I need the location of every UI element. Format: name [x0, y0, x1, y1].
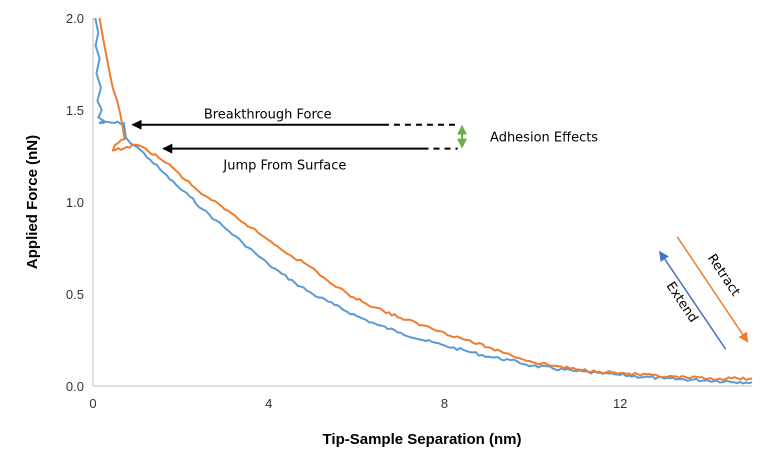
y-tick-label: 0.5	[66, 287, 84, 302]
y-tick-label: 2.0	[66, 11, 84, 26]
x-tick-label: 4	[265, 396, 272, 411]
x-tick-label: 8	[441, 396, 448, 411]
x-tick-labels: 0 4 8 12	[89, 396, 627, 411]
x-axis-title: Tip-Sample Separation (nm)	[323, 431, 522, 448]
breakthrough-label: Breakthrough Force	[204, 108, 332, 123]
y-tick-labels: 0.0 0.5 1.0 1.5 2.0	[66, 11, 84, 394]
series-lines	[94, 17, 753, 385]
retract-label: Retract	[704, 252, 743, 299]
y-tick-label: 1.5	[66, 103, 84, 118]
y-tick-label: 0.0	[66, 379, 84, 394]
y-tick-label: 1.0	[66, 195, 84, 210]
x-tick-label: 0	[89, 396, 96, 411]
series-line-extend	[94, 17, 753, 385]
y-axis-title: Applied Force (nN)	[24, 135, 41, 269]
axes	[92, 18, 752, 387]
jump-label: Jump From Surface	[222, 159, 346, 174]
x-tick-label: 12	[613, 396, 627, 411]
extend-arrow	[659, 250, 727, 350]
series-line-retract	[98, 17, 753, 382]
adhesion-label: Adhesion Effects	[490, 131, 598, 146]
retract-arrow	[676, 236, 749, 343]
